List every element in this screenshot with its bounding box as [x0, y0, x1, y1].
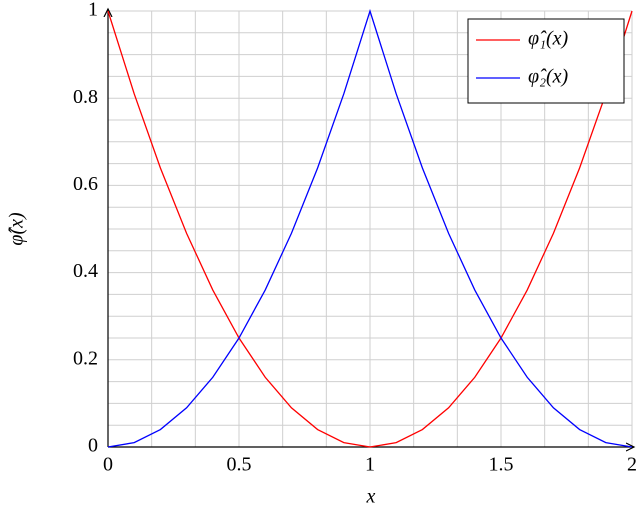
y-tick-label: 0.8 [73, 86, 98, 108]
legend-label: φ̂₁(x) [528, 28, 569, 50]
y-tick-label: 0.2 [73, 347, 98, 369]
y-tick-label: 0.4 [73, 260, 98, 282]
x-tick-label: 0 [103, 454, 113, 476]
series-line [107, 10, 633, 448]
y-tick-label: 0 [88, 435, 98, 457]
legend-label: φ̂₂(x) [528, 66, 569, 88]
y-tick-label: 0.6 [73, 173, 98, 195]
x-tick-label: 1.5 [489, 454, 514, 476]
y-axis-label: φ̂(x) [6, 212, 28, 246]
x-tick-label: 2 [627, 454, 637, 476]
x-axis-label: x [366, 486, 376, 508]
series-line [107, 8, 633, 448]
x-tick-label: 0.5 [227, 454, 252, 476]
y-tick-label: 1 [88, 0, 98, 21]
legend-box [467, 18, 625, 104]
x-tick-label: 1 [365, 454, 375, 476]
